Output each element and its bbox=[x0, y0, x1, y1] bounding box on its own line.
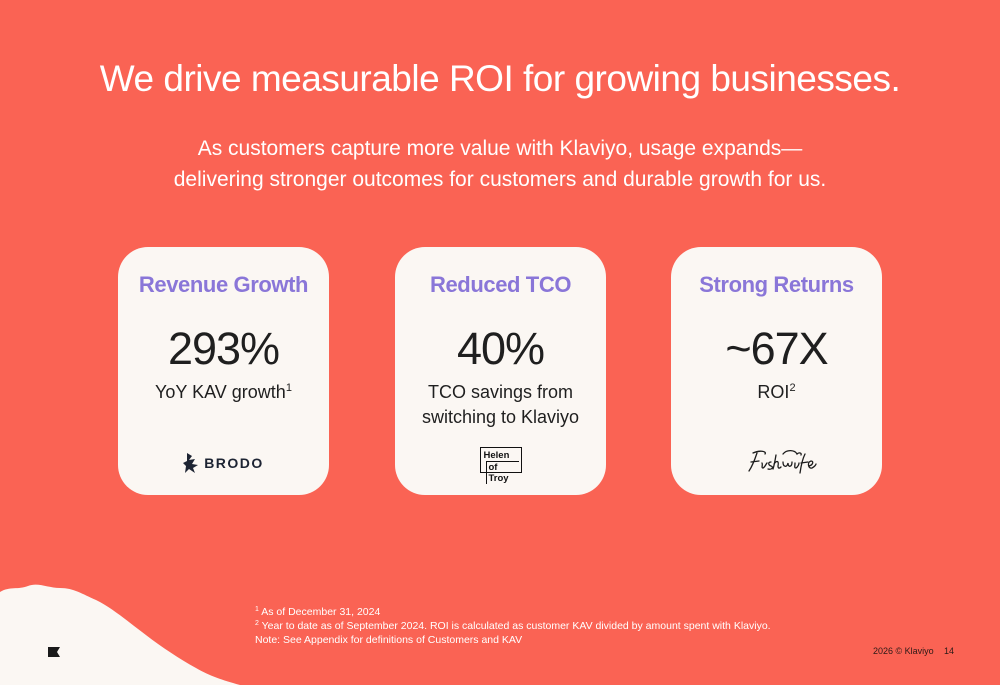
copyright: 2026 © Klaviyo bbox=[873, 646, 934, 656]
brodo-logo: BRODO bbox=[118, 450, 329, 476]
footnote-1: 1 As of December 31, 2024 bbox=[255, 605, 771, 619]
decorative-torn-paper-shape bbox=[0, 584, 240, 685]
card-description: YoY KAV growth1 bbox=[118, 380, 329, 405]
page-number: 14 bbox=[944, 646, 955, 656]
card-heading: Strong Returns bbox=[699, 272, 854, 297]
helen-of-troy-logo-line-1: Helen bbox=[483, 450, 510, 461]
card-strong-returns: Strong Returns ~67X ROI2 bbox=[671, 247, 882, 495]
footnote-1-marker: 1 bbox=[255, 606, 259, 613]
subtitle-line-1: As customers capture more value with Kla… bbox=[197, 137, 803, 160]
footnote-2-marker: 2 bbox=[255, 620, 259, 627]
footnote-2-text: Year to date as of September 2024. ROI i… bbox=[261, 620, 771, 632]
card-description-line-1: TCO savings from bbox=[427, 382, 574, 402]
fishwife-script-logo-icon bbox=[748, 449, 817, 474]
footnote-marker: 1 bbox=[285, 382, 292, 394]
page-title: We drive measurable ROI for growing busi… bbox=[99, 58, 901, 99]
helen-of-troy-logo: Helen of Troy bbox=[395, 447, 606, 484]
card-description-line-2: switching to Klaviyo bbox=[421, 407, 580, 427]
card-stat: 40% bbox=[456, 323, 545, 374]
card-description: ROI2 bbox=[671, 380, 882, 405]
footnote-note: Note: See Appendix for definitions of Cu… bbox=[255, 634, 523, 646]
card-heading: Reduced TCO bbox=[429, 272, 572, 297]
card-revenue-growth: Revenue Growth 293% YoY KAV growth1 BROD… bbox=[118, 247, 329, 495]
page-subtitle: As customers capture more value with Kla… bbox=[0, 133, 1000, 195]
brodo-logo-text: BRODO bbox=[204, 455, 264, 471]
card-stat: 293% bbox=[167, 323, 280, 374]
card-description-text: ROI bbox=[757, 382, 790, 402]
card-heading: Revenue Growth bbox=[138, 272, 309, 297]
footnotes: 1 As of December 31, 2024 2 Year to date… bbox=[255, 605, 771, 647]
subtitle-line-2: delivering stronger outcomes for custome… bbox=[173, 168, 827, 191]
helen-of-troy-logo-box: Helen of Troy bbox=[479, 447, 522, 484]
card-stat: ~67X bbox=[725, 323, 828, 374]
fishwife-logo bbox=[671, 445, 882, 475]
card-reduced-tco: Reduced TCO 40% TCO savings from switchi… bbox=[395, 247, 606, 495]
card-description: TCO savings from switching to Klaviyo bbox=[395, 380, 606, 430]
footnote-marker: 2 bbox=[789, 382, 796, 394]
footnote-2: 2 Year to date as of September 2024. ROI… bbox=[255, 619, 771, 633]
card-description-text: YoY KAV growth bbox=[155, 382, 286, 402]
klaviyo-flag-icon bbox=[48, 647, 60, 657]
footnote-1-text: As of December 31, 2024 bbox=[261, 606, 381, 618]
brodo-mark-icon bbox=[183, 453, 199, 473]
helen-of-troy-logo-line-2: of Troy bbox=[485, 461, 519, 484]
